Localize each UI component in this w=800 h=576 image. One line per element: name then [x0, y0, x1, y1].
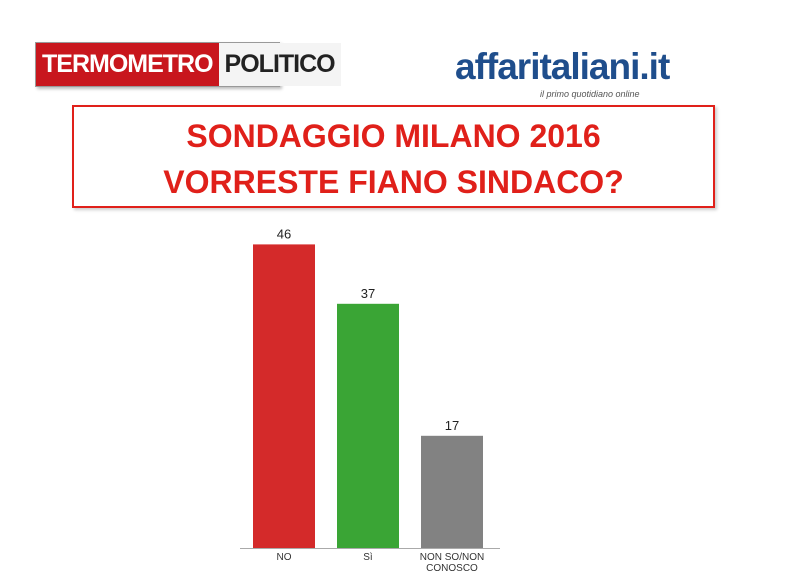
x-tick-label: NON SO/NON CONOSCO — [419, 552, 485, 574]
bar — [337, 303, 399, 548]
logo-termometro-politico: TERMOMETRO POLITICO — [35, 42, 341, 87]
logo-affaritaliani: affaritaliani.it — [455, 46, 670, 87]
logo-text: POLITICO — [218, 43, 341, 86]
value-label: 46 — [277, 226, 291, 241]
logo-text: TERMOMETRO — [36, 43, 219, 86]
x-tick-label: Sì — [363, 552, 373, 563]
value-label: 37 — [361, 286, 375, 301]
x-tick-label: NO — [276, 552, 292, 563]
bar — [253, 244, 315, 548]
bar — [421, 435, 483, 548]
value-label: 17 — [445, 418, 459, 433]
chart-title: SONDAGGIO MILANO 2016 — [186, 118, 601, 154]
title-box: SONDAGGIO MILANO 2016 VORRESTE FIANO SIN… — [72, 105, 715, 208]
logo-tagline: il primo quotidiano online — [540, 89, 640, 99]
chart-title: VORRESTE FIANO SINDACO? — [163, 164, 624, 200]
